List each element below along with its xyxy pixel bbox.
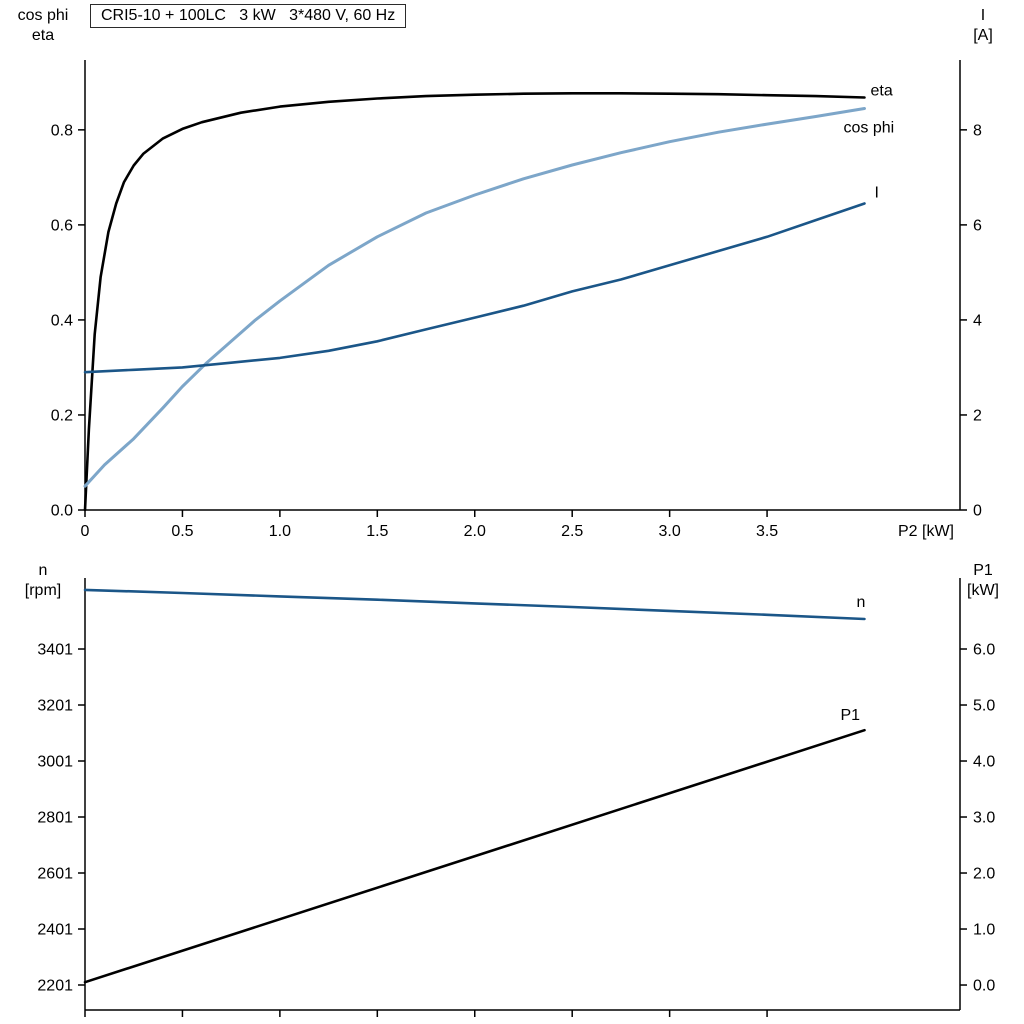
y-left-tick-label: 3001 bbox=[37, 754, 73, 771]
x-tick-label: 1.5 bbox=[366, 523, 388, 540]
x-tick-label: 2.5 bbox=[561, 523, 583, 540]
y-right-tick-label: 1.0 bbox=[973, 922, 995, 939]
speed-panel: 2201 2401 2601 2801 3001 3201 3401 0.0 1.0 2.0 3.0… bbox=[37, 578, 995, 1017]
y-right-tick-label: 0.0 bbox=[973, 978, 995, 995]
y-left-tick-label: 0.6 bbox=[51, 217, 73, 234]
y-right-unit-line-1: I bbox=[980, 7, 986, 24]
y-right-tick-label: 3.0 bbox=[973, 810, 995, 827]
series-label-current: I bbox=[875, 185, 879, 202]
x-axis-label: P2 [kW] bbox=[898, 523, 954, 540]
y-right-tick-label: 8 bbox=[973, 122, 982, 139]
y-left-tick-label: 0.8 bbox=[51, 122, 73, 139]
y-right-unit-line-2: [kW] bbox=[967, 582, 999, 599]
x-tick-label: 2.0 bbox=[464, 523, 486, 540]
series-label-eta: eta bbox=[871, 83, 893, 100]
y-right-tick-label: 2.0 bbox=[973, 866, 995, 883]
x-tick-label: 1.0 bbox=[269, 523, 291, 540]
y-right-tick-label: 4.0 bbox=[973, 754, 995, 771]
series-label-speed: n bbox=[857, 594, 866, 611]
y-right-tick-label: 6 bbox=[973, 217, 982, 234]
y-right-tick-label: 4 bbox=[973, 312, 982, 329]
y-left-unit-line-1: cos phi bbox=[17, 7, 69, 24]
y-left-tick-label: 2801 bbox=[37, 810, 73, 827]
x-tick-label: 0.5 bbox=[171, 523, 193, 540]
series-label-input-power: P1 bbox=[841, 707, 861, 724]
series-eta bbox=[83, 92, 866, 512]
series-current bbox=[83, 202, 866, 374]
y-right-axis-unit-top: I [A] bbox=[950, 6, 1016, 46]
x-tick-label: 3.0 bbox=[659, 523, 681, 540]
y-left-unit-line-2: eta bbox=[31, 27, 55, 44]
x-tick-label: 3.5 bbox=[756, 523, 778, 540]
chart-title: CRI5-10 + 100LC 3 kW 3*480 V, 60 Hz bbox=[90, 4, 407, 28]
series-label-cos-phi: cos phi bbox=[844, 119, 895, 136]
power-panel: 0.0 0.2 0.4 0.6 0.8 0 2 4 6 8 0 0.5 1.0 1.5 2.0 2.5 3.0 3… bbox=[51, 60, 982, 540]
y-right-axis-unit-bottom: P1 [kW] bbox=[950, 561, 1016, 601]
y-right-tick-label: 2 bbox=[973, 407, 982, 424]
y-left-unit-line-1: n bbox=[38, 562, 48, 579]
series-speed bbox=[83, 588, 866, 621]
y-left-tick-label: 2401 bbox=[37, 921, 73, 938]
y-left-axis-unit-top: cos phi eta bbox=[4, 6, 82, 46]
y-left-tick-label: 3401 bbox=[37, 642, 73, 659]
y-right-unit-line-2: [A] bbox=[973, 27, 993, 44]
y-right-unit-line-1: P1 bbox=[973, 562, 993, 579]
y-left-tick-label: 3201 bbox=[37, 698, 73, 715]
y-left-unit-line-2: [rpm] bbox=[24, 582, 62, 599]
y-left-axis-unit-bottom: n [rpm] bbox=[4, 561, 82, 601]
y-right-tick-label: 5.0 bbox=[973, 698, 995, 715]
x-tick-label: 0 bbox=[81, 523, 90, 540]
y-left-tick-label: 0.0 bbox=[51, 503, 73, 520]
series-input-power bbox=[83, 728, 866, 984]
y-left-tick-label: 0.4 bbox=[51, 312, 73, 329]
y-left-tick-label: 2601 bbox=[37, 865, 73, 882]
y-right-tick-label: 0 bbox=[973, 503, 982, 520]
series-cos-phi bbox=[83, 107, 866, 488]
y-left-tick-label: 0.2 bbox=[51, 407, 73, 424]
y-right-tick-label: 6.0 bbox=[973, 642, 995, 659]
y-left-tick-label: 2201 bbox=[37, 977, 73, 994]
